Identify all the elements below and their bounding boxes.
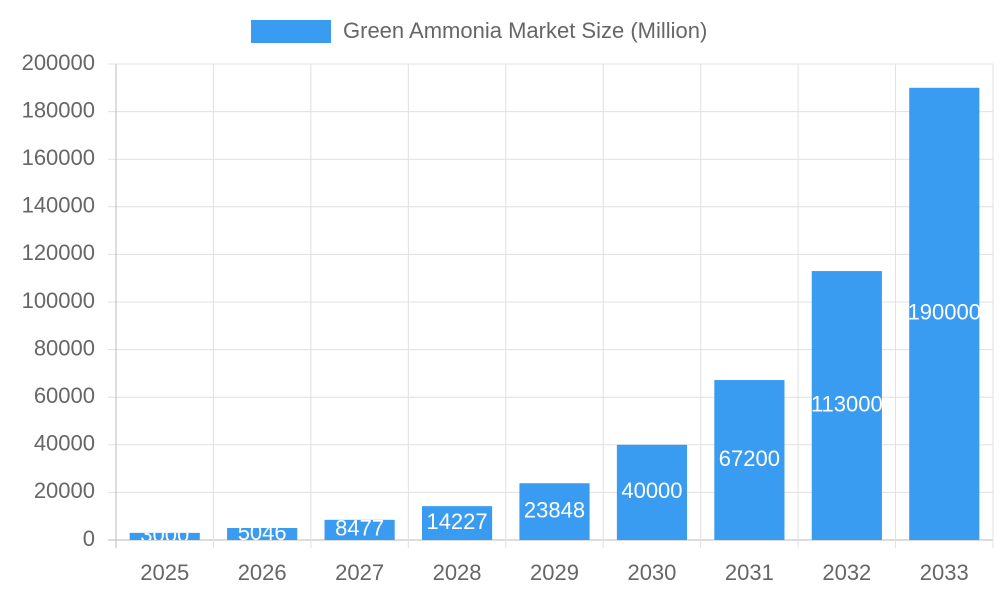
data-label: 8477 [335, 516, 384, 541]
data-label: 23848 [524, 497, 585, 522]
y-tick-label: 180000 [22, 97, 95, 122]
legend-swatch [251, 20, 331, 43]
bar [811, 271, 882, 540]
bar [129, 532, 200, 540]
data-label: 5046 [238, 520, 287, 545]
bar [616, 444, 688, 540]
x-tick-label: 2028 [433, 560, 482, 585]
bar [909, 87, 980, 541]
bar [714, 380, 785, 540]
y-tick-label: 200000 [22, 50, 95, 75]
data-label: 3000 [140, 522, 189, 547]
bar [519, 483, 590, 540]
bar [227, 527, 298, 540]
bar [421, 506, 493, 540]
y-tick-label: 140000 [22, 193, 95, 218]
y-tick-label: 0 [83, 526, 95, 551]
y-tick-label: 60000 [34, 383, 95, 408]
x-tick-label: 2027 [335, 560, 384, 585]
y-tick-label: 100000 [22, 288, 95, 313]
x-tick-label: 2031 [725, 560, 774, 585]
data-label: 14227 [426, 509, 487, 534]
x-tick-label: 2032 [822, 560, 871, 585]
x-tick-label: 2033 [920, 560, 969, 585]
x-tick-label: 2025 [140, 560, 189, 585]
legend-label: Green Ammonia Market Size (Million) [343, 18, 707, 43]
y-tick-label: 20000 [34, 478, 95, 503]
y-tick-label: 160000 [22, 145, 95, 170]
bar [324, 519, 395, 540]
x-tick-label: 2029 [530, 560, 579, 585]
data-label: 113000 [811, 391, 883, 416]
y-tick-label: 40000 [34, 431, 95, 456]
y-tick-label: 80000 [34, 335, 95, 360]
x-tick-label: 2026 [238, 560, 287, 585]
data-label: 40000 [621, 478, 682, 503]
y-tick-label: 120000 [22, 240, 95, 265]
data-label: 67200 [719, 446, 780, 471]
data-label: 190000 [908, 300, 981, 325]
x-tick-label: 2030 [627, 560, 676, 585]
